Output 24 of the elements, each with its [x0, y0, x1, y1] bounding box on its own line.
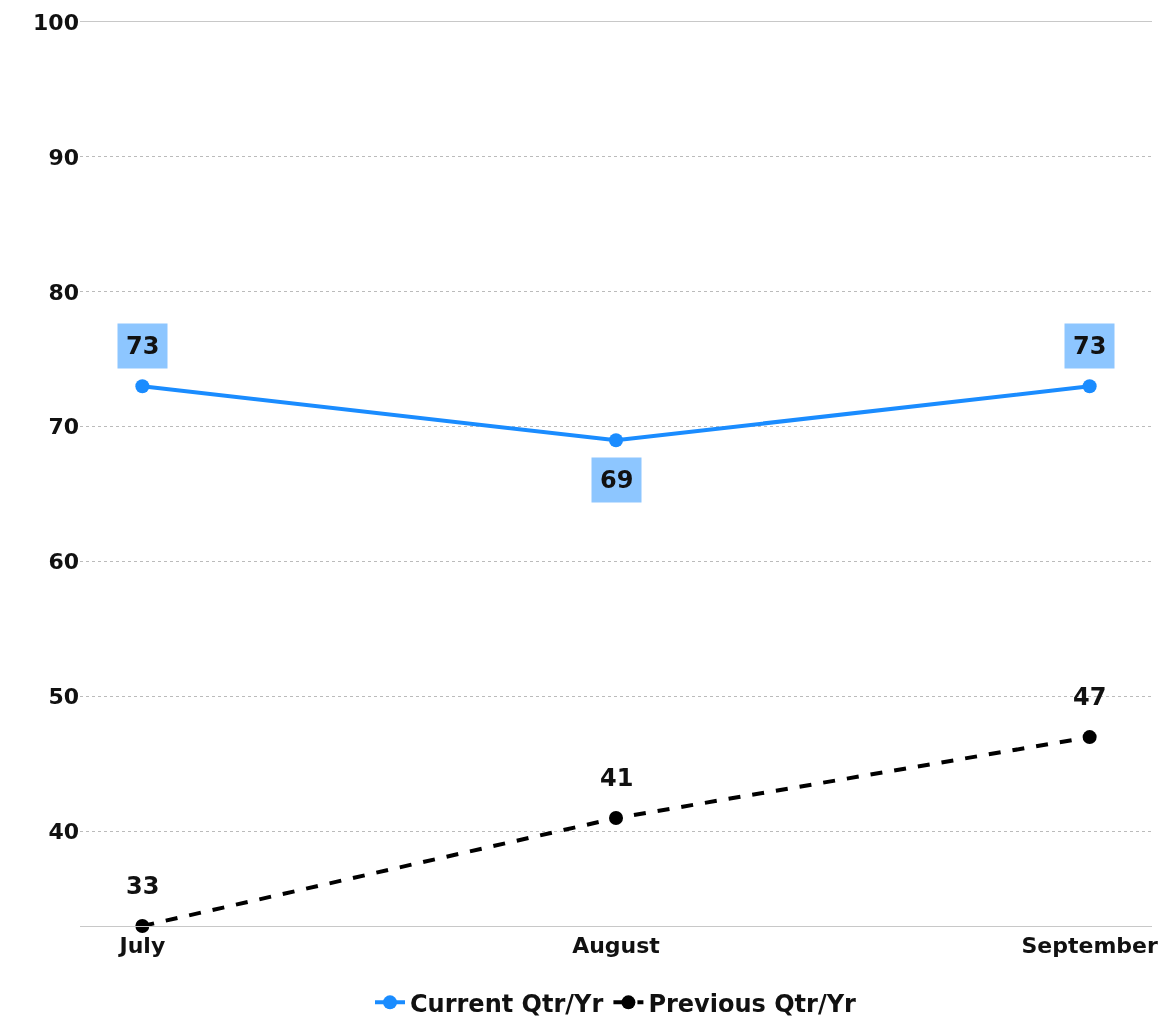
x-tick-label: August: [572, 933, 661, 959]
y-tick-label: 90: [48, 144, 79, 170]
y-tick-label: 70: [48, 414, 79, 440]
point: [609, 433, 623, 448]
data-label: 69: [600, 466, 634, 494]
point: [1082, 730, 1097, 745]
y-tick-label: 80: [48, 279, 79, 305]
data-label: 73: [1073, 332, 1107, 360]
data-label: 73: [126, 332, 160, 360]
data-label: 47: [1073, 683, 1107, 711]
point: [135, 919, 150, 933]
x-tick-label: September: [1021, 933, 1158, 959]
point: [609, 811, 623, 826]
y-tick-label: 50: [48, 684, 79, 710]
point: [1082, 379, 1097, 394]
x-tick-label: July: [117, 933, 166, 959]
y-tick-label: 40: [48, 819, 79, 845]
data-label: 33: [126, 872, 160, 900]
point: [135, 379, 150, 394]
data-label: 41: [600, 764, 634, 792]
y-tick-label: 60: [48, 549, 79, 575]
y-tick-label: 100: [33, 9, 79, 35]
legend-label: Previous Qtr/Yr: [648, 989, 857, 1018]
legend-label: Current Qtr/Yr: [410, 989, 604, 1018]
